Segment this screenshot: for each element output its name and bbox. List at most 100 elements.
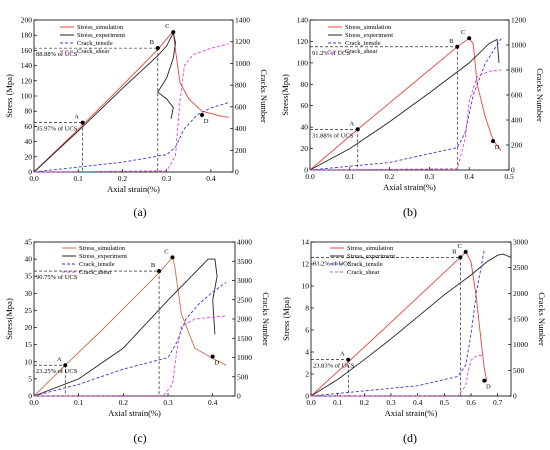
legend-entry: Stress_simulation xyxy=(345,24,392,31)
series-line-stress-experiment xyxy=(310,253,512,397)
marker-label: B xyxy=(150,39,155,46)
x-tick-label: 0.0 xyxy=(305,172,315,181)
marker-point-b xyxy=(155,46,160,51)
y-tick-label: 0 xyxy=(28,392,32,401)
series-line-crack-tensile xyxy=(33,102,229,173)
legend-entry: Stress_simulation xyxy=(79,245,126,252)
y-tick-label: 15 xyxy=(25,340,33,349)
marker-label: C xyxy=(164,248,168,255)
y-axis-label: Stress (Mpa) xyxy=(4,74,14,118)
marker-point-c xyxy=(170,255,175,260)
legend-entry: Crack_tensile xyxy=(347,261,383,268)
ucs-note: 31.88% of UCS xyxy=(312,132,354,139)
x-axis-label: Axial strain(%) xyxy=(107,184,160,194)
y2-tick-label: 2000 xyxy=(237,315,252,324)
series-line-stress-experiment xyxy=(33,31,176,173)
marker-point-a xyxy=(355,127,360,132)
legend-entry: Stress_experiment xyxy=(77,32,125,39)
marker-point-c xyxy=(171,30,176,35)
chart-panel-b: 0.0 0.1 0.2 0.3 0.4 0.50204060801001201400200… xyxy=(280,16,545,220)
ucs-note: 23.25% of UCS xyxy=(36,368,78,375)
x-tick-label: 0.4 xyxy=(465,172,475,181)
y2-tick-label: 1200 xyxy=(235,37,250,46)
x-tick-label: 0.2 xyxy=(119,398,129,407)
marker-point-d xyxy=(200,113,205,117)
x-tick-label: 0.1 xyxy=(74,398,84,407)
y2-tick-label: 1000 xyxy=(513,340,528,349)
y-tick-label: 5 xyxy=(28,374,32,383)
series-line-stress-simulation xyxy=(33,31,229,173)
x-axis-label: Axial strain(%) xyxy=(383,182,436,192)
y-tick-label: 120 xyxy=(21,76,33,85)
x-tick-label: 0.1 xyxy=(74,174,84,183)
series-line-crack-shear xyxy=(33,43,229,173)
legend-entry: Stress_simulation xyxy=(347,245,394,252)
y2-tick-label: 0 xyxy=(237,392,241,401)
marker-label: D xyxy=(204,118,209,125)
marker-label: D xyxy=(486,384,491,391)
y2-tick-label: 3500 xyxy=(237,257,252,266)
marker-label: A xyxy=(349,120,354,127)
y2-tick-label: 2500 xyxy=(237,295,252,304)
y2-axis-label: Cracks Number xyxy=(537,292,547,346)
series-line-stress-experiment xyxy=(309,38,500,171)
y-tick-label: 8 xyxy=(305,304,309,313)
y2-tick-label: 0 xyxy=(511,166,515,175)
panel-caption: (b) xyxy=(403,205,417,219)
marker-point-d xyxy=(491,139,496,144)
legend-entry: Crack_tensile xyxy=(345,40,381,47)
marker-label: D xyxy=(495,144,500,151)
y-tick-label: 35 xyxy=(25,272,33,281)
x-tick-label: 0.3 xyxy=(163,398,173,407)
x-axis-label: Axial strain(%) xyxy=(108,408,161,418)
y2-tick-label: 500 xyxy=(237,372,249,381)
ucs-note: 35.97% of UCS xyxy=(36,126,78,133)
y-tick-label: 60 xyxy=(25,122,33,131)
marker-point-a xyxy=(63,363,68,368)
y2-tick-label: 3000 xyxy=(513,238,528,247)
chart-panel-c: 0.0 0.1 0.2 0.3 0.4 0 5 10 15 20 25 30 35 40 45 0 500 100… xyxy=(4,238,271,446)
legend-entry: Stress_experiment xyxy=(345,32,393,39)
marker-label: D xyxy=(214,360,219,367)
marker-point-d xyxy=(482,378,487,383)
marker-label: A xyxy=(340,351,345,358)
x-tick-label: 0.7 xyxy=(493,398,503,407)
series-line-stress-simulation xyxy=(33,256,227,397)
legend-entry: Crack_shear xyxy=(345,48,378,55)
x-tick-label: 0.0 xyxy=(29,174,39,183)
y-tick-label: 12 xyxy=(302,260,310,269)
y-tick-label: 100 xyxy=(21,92,33,101)
y-tick-label: 2 xyxy=(305,370,309,379)
marker-label: B xyxy=(151,262,156,269)
series-line-crack-tensile xyxy=(309,38,502,171)
y-tick-label: 14 xyxy=(302,238,310,247)
series-line-stress-simulation xyxy=(309,37,502,171)
y-tick-label: 10 xyxy=(25,357,33,366)
marker-label: C xyxy=(165,23,169,30)
y2-tick-label: 200 xyxy=(235,146,247,155)
x-tick-label: 0.4 xyxy=(208,398,218,407)
y2-tick-label: 0 xyxy=(235,168,239,177)
x-tick-label: 0.2 xyxy=(118,174,128,183)
x-tick-label: 0.3 xyxy=(162,174,172,183)
legend-entry: Crack_tensile xyxy=(79,261,115,268)
y2-axis-label: Cracks Number xyxy=(535,68,545,122)
panel-caption: (d) xyxy=(403,431,417,445)
legend-entry: Crack_tensile xyxy=(77,40,113,47)
y-tick-label: 80 xyxy=(301,80,309,89)
x-tick-label: 0.3 xyxy=(425,172,435,181)
y-tick-label: 140 xyxy=(297,16,309,25)
y-tick-label: 160 xyxy=(21,46,33,55)
marker-point-d xyxy=(210,354,215,359)
marker-label: A xyxy=(57,356,62,363)
y-tick-label: 0 xyxy=(305,392,309,401)
y-tick-label: 20 xyxy=(301,144,309,153)
y-tick-label: 45 xyxy=(25,238,33,247)
x-tick-label: 0.0 xyxy=(306,398,316,407)
legend-entry: Crack_shear xyxy=(347,269,380,276)
y-tick-label: 80 xyxy=(25,107,33,116)
x-axis-label: Axial strain(%) xyxy=(385,408,438,418)
series-line-crack-tensile xyxy=(33,282,227,397)
y-axis-label: Stress (Mpa) xyxy=(281,297,291,341)
